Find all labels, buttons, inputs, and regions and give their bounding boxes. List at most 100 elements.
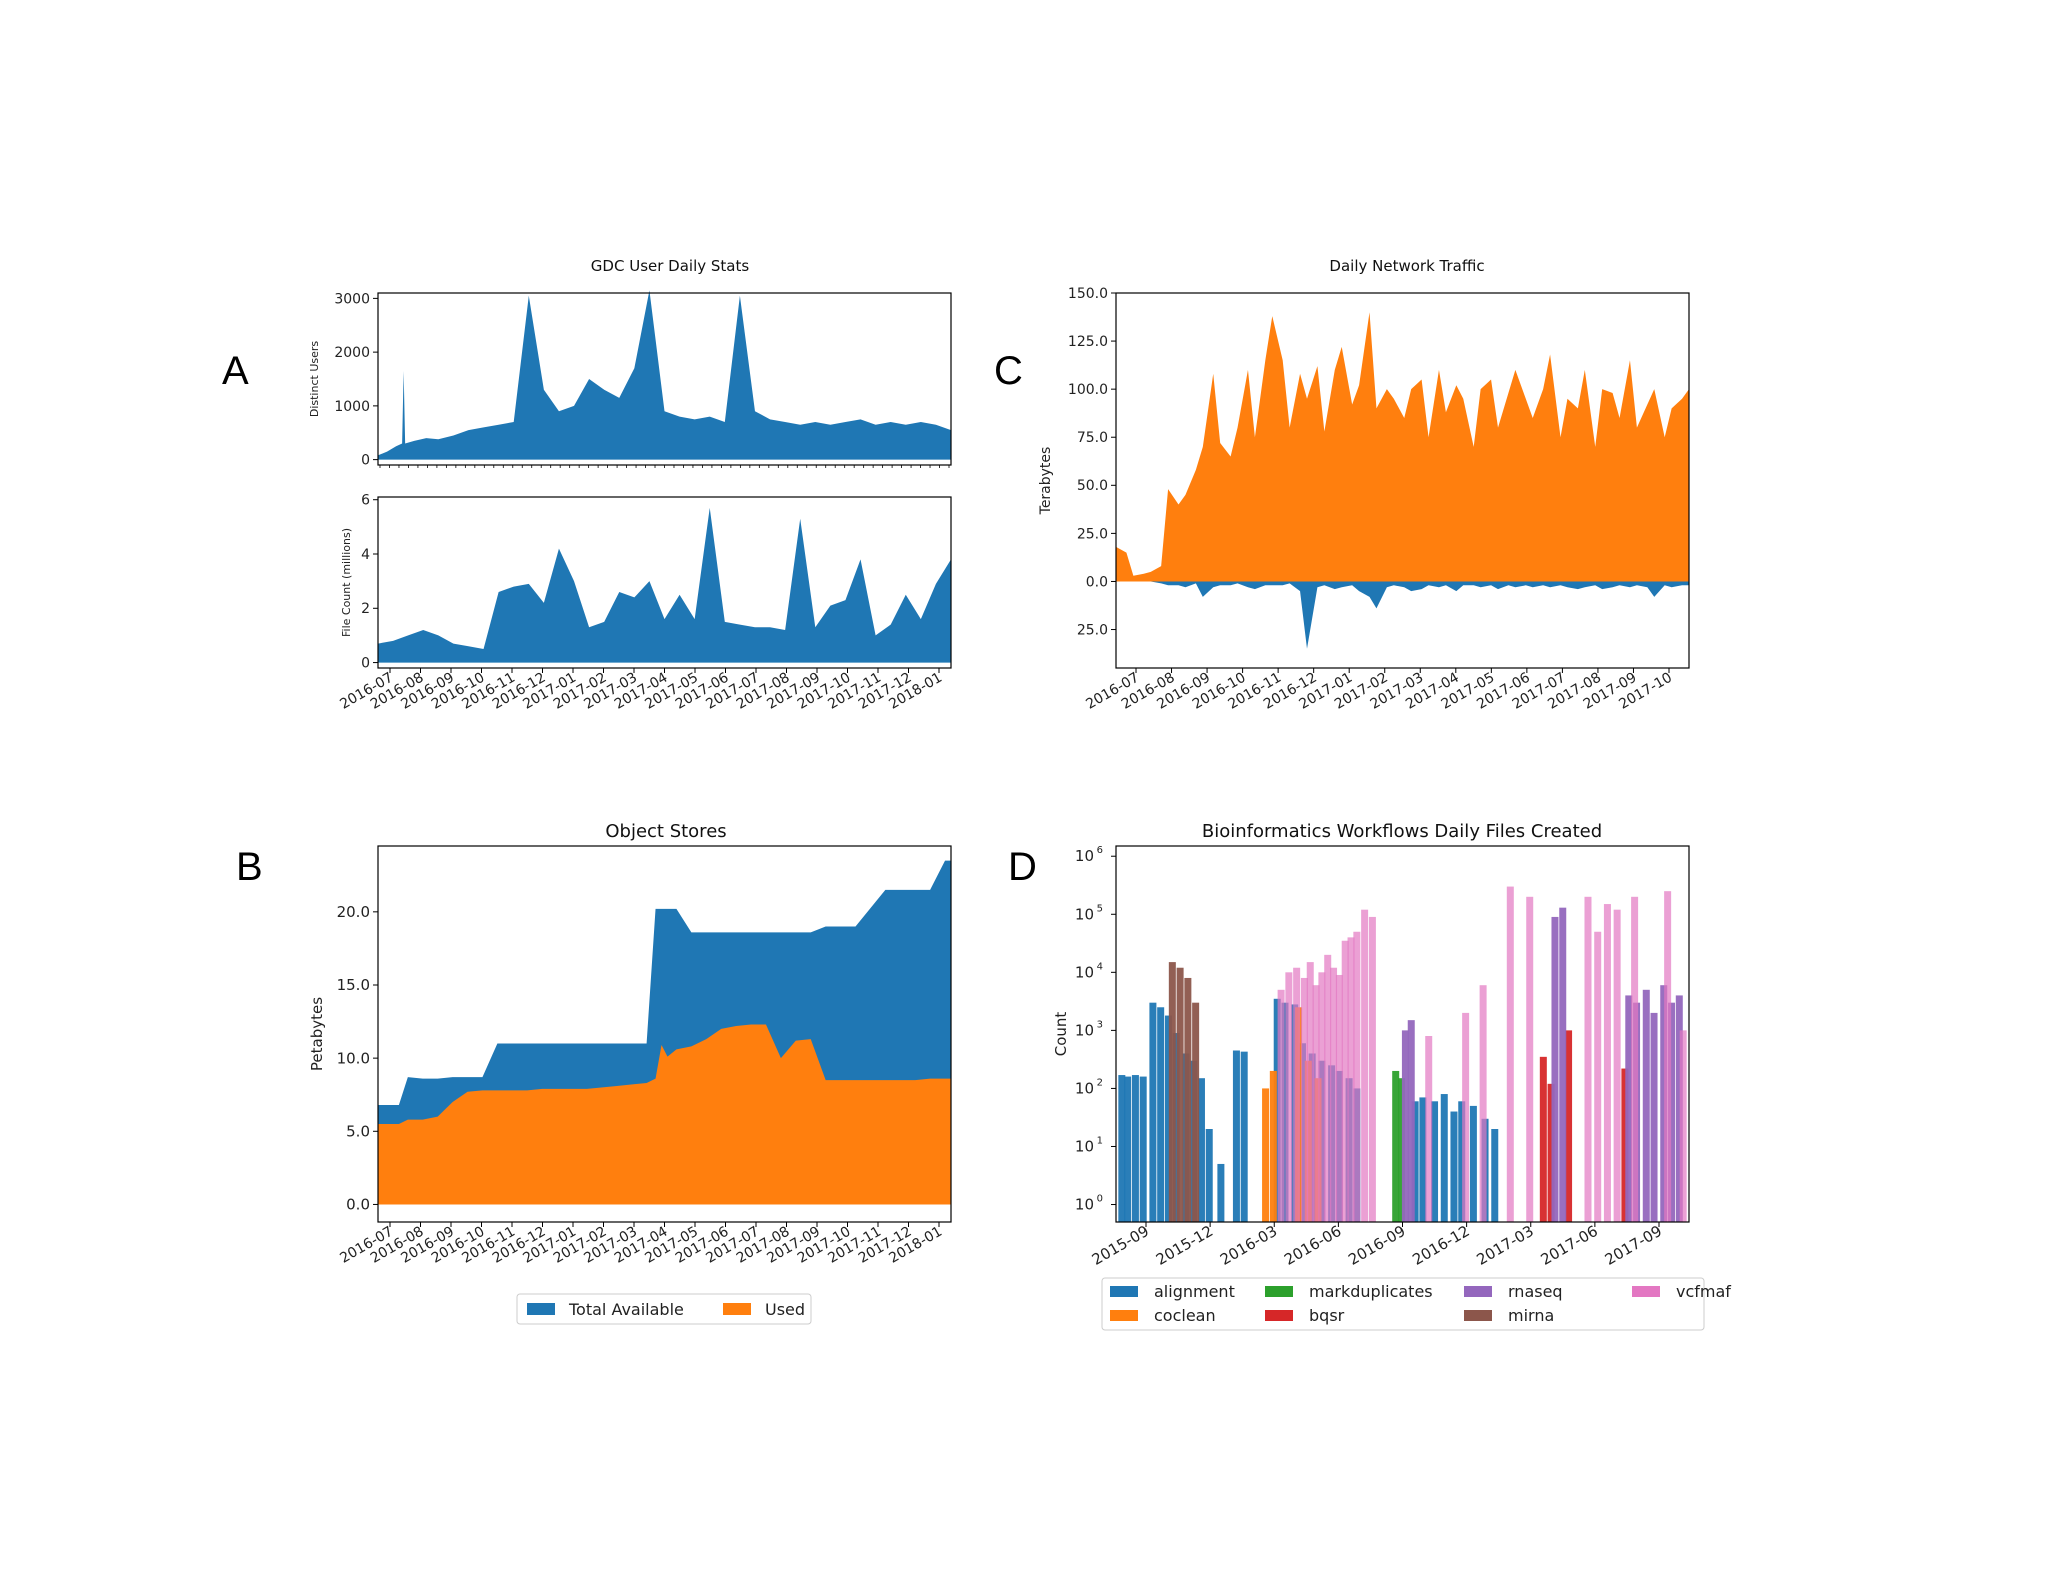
chart-title-d: Bioinformatics Workflows Daily Files Cre…: [1202, 821, 1602, 842]
bar-mirna: [1184, 977, 1192, 1222]
y-tick-exponent: 5: [1097, 903, 1103, 914]
bar-alignment: [1419, 1097, 1427, 1222]
legend-label-alignment: alignment: [1154, 1282, 1235, 1301]
y-tick-label: 75.0: [1077, 430, 1108, 446]
bar-alignment: [1172, 1033, 1180, 1222]
x-tick-label: 2015-09: [1089, 1222, 1152, 1269]
y-tick-label: 10.0: [337, 1049, 370, 1067]
bar-vcfmaf: [1277, 989, 1285, 1222]
y-tick-label: 2000: [334, 345, 370, 361]
bar-alignment: [1411, 1101, 1419, 1222]
y-tick-exponent: 0: [1097, 1194, 1103, 1205]
bar-rnaseq: [1660, 985, 1668, 1222]
y-tick-label: 6: [361, 493, 370, 509]
y-tick-label: 10: [1075, 847, 1094, 865]
y-tick-label: 25.0: [1077, 526, 1108, 542]
legend-label-rnaseq: rnaseq: [1508, 1282, 1563, 1301]
bar-alignment: [1139, 1076, 1147, 1222]
bar-alignment: [1491, 1128, 1499, 1222]
bar-vcfmaf: [1306, 962, 1314, 1222]
y-tick-label: 125.0: [1068, 334, 1108, 350]
y-tick-label: 0.0: [346, 1196, 370, 1214]
y-tick-label: 0.0: [1086, 574, 1108, 590]
y-tick-exponent: 2: [1097, 1077, 1103, 1088]
bar-vcfmaf: [1506, 886, 1514, 1222]
bar-vcfmaf: [1584, 896, 1592, 1222]
legend-box: [1101, 1277, 1705, 1331]
legend-label-bqsr: bqsr: [1309, 1306, 1345, 1325]
series-outbound: [1116, 312, 1689, 582]
bar-alignment: [1205, 1128, 1213, 1222]
bar-vcfmaf: [1526, 896, 1534, 1222]
bar-bqsr: [1565, 1030, 1573, 1222]
y-axis-label: Terabytes: [1038, 447, 1054, 516]
bar-vcfmaf: [1353, 931, 1361, 1222]
bar-bqsr: [1621, 1068, 1629, 1222]
bar-rnaseq: [1650, 1012, 1658, 1222]
series-file-count: [378, 507, 951, 663]
y-tick-label: 4: [361, 547, 370, 563]
legend-label-markduplicates: markduplicates: [1309, 1282, 1433, 1301]
legend-label-total-available: Total Available: [568, 1300, 684, 1319]
bar-alignment: [1431, 1101, 1439, 1222]
legend-swatch-markduplicates: [1265, 1286, 1293, 1297]
chart-b-object-stores: 0.05.010.015.020.0Petabytes2016-072016-0…: [308, 845, 952, 1325]
y-axis-label: Distinct Users: [308, 341, 321, 418]
y-tick-label: 25.0: [1077, 622, 1108, 638]
y-tick-exponent: 1: [1097, 1135, 1103, 1146]
y-tick-label: 15.0: [337, 976, 370, 994]
legend-swatch-bqsr: [1265, 1310, 1293, 1321]
y-axis-label: Petabytes: [308, 997, 326, 1071]
bar-alignment: [1149, 1002, 1157, 1222]
bar-alignment: [1197, 1078, 1205, 1222]
bar-rnaseq: [1642, 989, 1650, 1222]
x-tick-label: 2015-12: [1153, 1222, 1216, 1269]
bar-alignment: [1450, 1111, 1458, 1222]
x-tick-label: 2016-12: [1409, 1222, 1472, 1269]
bar-alignment: [1440, 1094, 1448, 1222]
bar-alignment: [1281, 1002, 1289, 1222]
bar-vcfmaf: [1324, 954, 1332, 1222]
bar-rnaseq: [1401, 1030, 1409, 1222]
legend-label-coclean: coclean: [1154, 1306, 1216, 1325]
bar-mirna: [1192, 1002, 1200, 1222]
y-tick-label: 3000: [334, 291, 370, 307]
bar-alignment: [1469, 1105, 1477, 1222]
bar-mirna: [1176, 967, 1184, 1222]
bar-rnaseq: [1551, 916, 1559, 1222]
legend-label-mirna: mirna: [1508, 1306, 1554, 1325]
y-tick-label: 150.0: [1068, 286, 1108, 302]
bar-vcfmaf: [1425, 1035, 1433, 1222]
y-tick-label: 10: [1075, 1021, 1094, 1039]
bar-rnaseq: [1407, 1020, 1415, 1222]
bar-vcfmaf: [1603, 904, 1611, 1222]
panel-letter-a: A: [222, 349, 249, 393]
bar-vcfmaf: [1335, 974, 1343, 1222]
bar-bqsr: [1547, 1083, 1555, 1222]
chart-a-users: 0 1000 2000 3000 Distinct Users: [308, 290, 952, 469]
legend-label-vcfmaf: vcfmaf: [1676, 1282, 1731, 1301]
panel-letter-b: B: [236, 845, 263, 889]
chart-title-a: GDC User Daily Stats: [591, 257, 750, 275]
bar-vcfmaf: [1664, 891, 1672, 1222]
bar-markduplicates: [1398, 1078, 1406, 1222]
bar-alignment: [1164, 1015, 1172, 1222]
y-tick-label: 20.0: [337, 903, 370, 921]
legend-swatch-vcfmaf: [1632, 1286, 1660, 1297]
legend-swatch-alignment: [1110, 1286, 1138, 1297]
bar-alignment: [1232, 1050, 1240, 1222]
bar-vcfmaf: [1312, 985, 1320, 1222]
bar-vcfmaf: [1318, 972, 1326, 1222]
y-axis-label: Count: [1052, 1012, 1070, 1057]
legend-box: [516, 1293, 812, 1325]
legend-swatch-total-available: [527, 1303, 555, 1315]
series-inbound: [1116, 581, 1689, 649]
bar-alignment: [1124, 1076, 1132, 1222]
y-tick-label: 10: [1075, 905, 1094, 923]
bar-rnaseq: [1668, 1002, 1676, 1222]
y-tick-label: 10: [1075, 1196, 1094, 1214]
panel-letter-c: C: [994, 349, 1023, 393]
